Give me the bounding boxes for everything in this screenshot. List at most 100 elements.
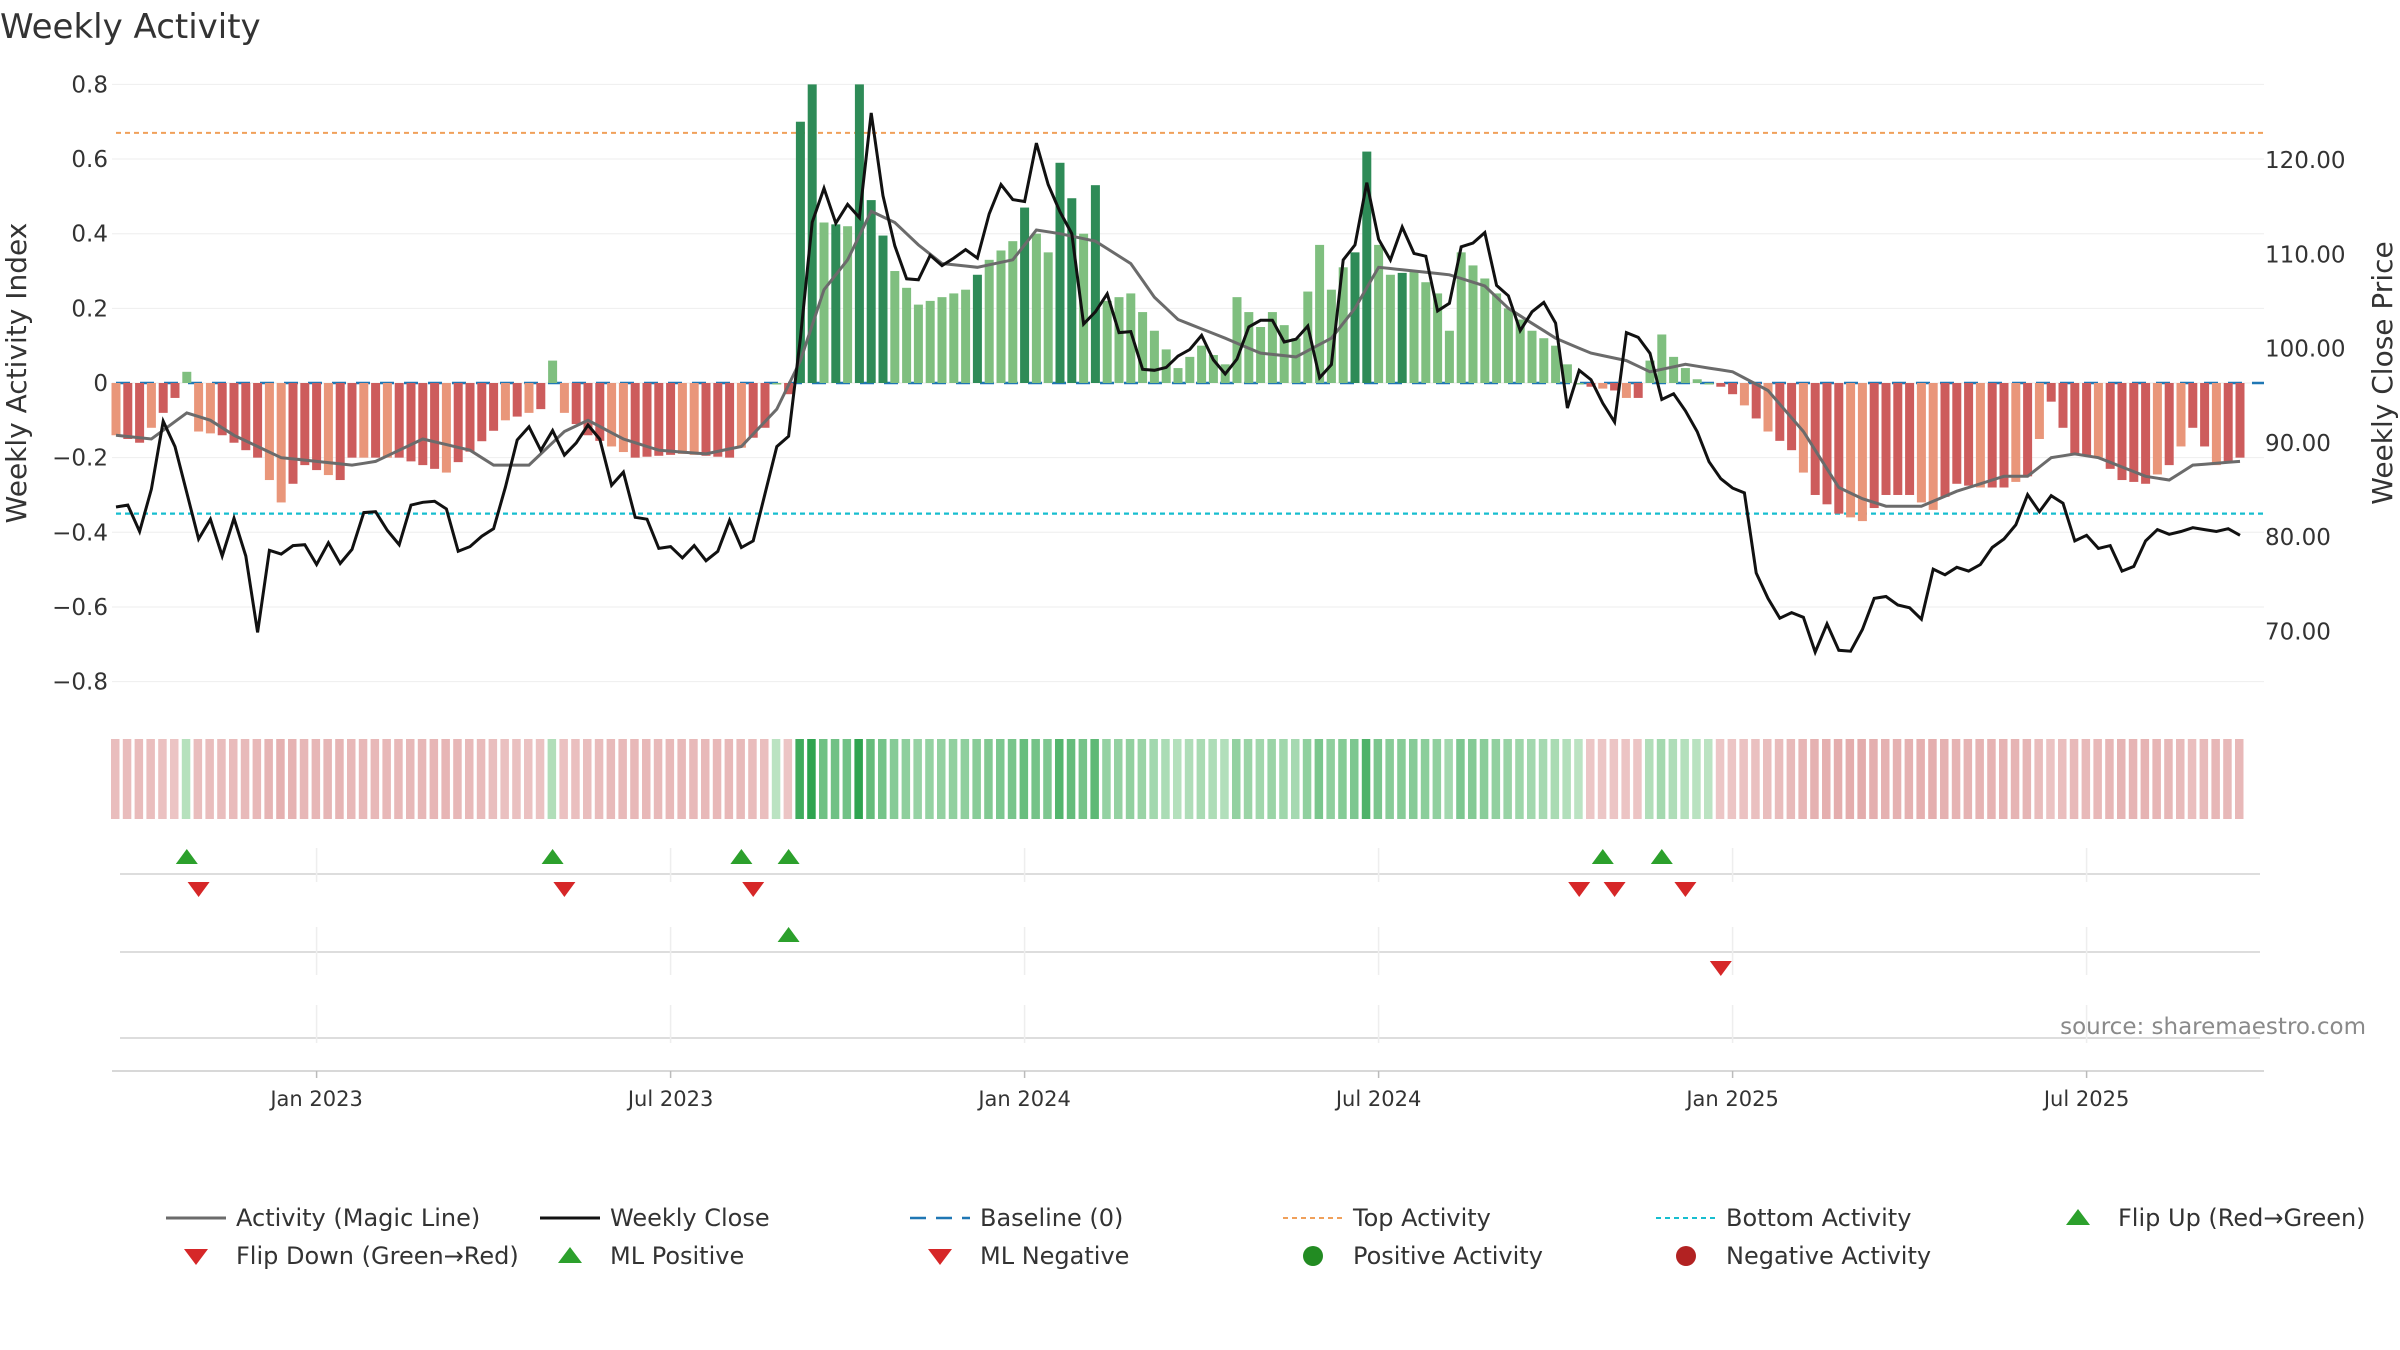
heat-cell (1987, 739, 1996, 819)
activity-bar (2223, 383, 2233, 462)
activity-bar (996, 250, 1006, 383)
activity-bar (300, 383, 310, 466)
activity-bar (465, 383, 475, 452)
heat-cell (1798, 739, 1807, 819)
magic-line (115, 209, 2241, 508)
activity-bar (312, 383, 322, 471)
activity-bar (2023, 383, 2033, 477)
heat-cell (937, 739, 946, 819)
ml-negative-marker (1709, 961, 1732, 976)
heat-cell (311, 739, 321, 819)
heat-cell (972, 739, 981, 819)
heat-cell (488, 739, 498, 819)
activity-bar (1421, 282, 1431, 383)
chart-legend: Activity (Magic Line) Weekly Close Baselin… (166, 1204, 2366, 1270)
heat-cell (1043, 739, 1052, 819)
heat-cell (854, 739, 863, 819)
activity-bar (760, 383, 770, 428)
heat-cell (2128, 739, 2138, 819)
activity-bar (890, 271, 900, 383)
heat-cell (1609, 739, 1619, 819)
heat-cell (2010, 739, 2020, 819)
y-tick-label: −0.6 (52, 595, 108, 621)
y-tick-label: −0.2 (52, 446, 108, 472)
heat-cell (1090, 739, 1099, 819)
activity-bar (2058, 383, 2068, 428)
activity-bar (1916, 383, 1926, 503)
heat-cell (1833, 739, 1843, 819)
heat-cell (1739, 739, 1748, 819)
heat-cell (2105, 739, 2114, 819)
heat-cell (712, 739, 722, 819)
heat-cell (1881, 739, 1890, 819)
flip-down-marker (1674, 882, 1697, 897)
activity-bar (205, 383, 215, 434)
heat-cell (771, 739, 781, 819)
activity-bar (1232, 297, 1242, 383)
activity-bar (795, 121, 805, 383)
heat-cell (618, 739, 627, 819)
heat-cell (2176, 739, 2185, 819)
activity-bar (1374, 244, 1384, 383)
activity-bar (666, 383, 676, 455)
activity-bar (146, 383, 156, 428)
heat-cell (1432, 739, 1442, 819)
activity-bar (217, 383, 227, 436)
activity-bar (2141, 383, 2151, 484)
heat-cell (347, 739, 356, 819)
activity-bar (1669, 356, 1679, 383)
activity-bar (1857, 383, 1867, 522)
heat-cell (1574, 739, 1583, 819)
heat-cell (807, 739, 816, 819)
activity-bar (1621, 383, 1631, 398)
activity-bar (736, 383, 746, 448)
heat-cell (2022, 739, 2032, 819)
activity-bar (559, 383, 569, 413)
flip-up-marker (730, 849, 753, 864)
heat-cell (1763, 739, 1772, 819)
activity-bar (1574, 383, 1584, 385)
activity-bar (2235, 383, 2245, 458)
heat-cell (406, 739, 415, 819)
heat-cell (783, 739, 793, 819)
activity-bar (1090, 185, 1100, 383)
heat-cell (1692, 739, 1701, 819)
flip-down-marker (187, 882, 210, 897)
heat-cell (878, 739, 887, 819)
activity-bar (972, 274, 982, 383)
activity-bar (194, 383, 204, 432)
signal-marker-panel (112, 848, 2264, 1072)
flip-up-marker (1591, 849, 1614, 864)
activity-bar (1031, 233, 1041, 383)
activity-bar (630, 383, 640, 458)
heat-cell (1503, 739, 1512, 819)
heat-cell (736, 739, 745, 819)
heat-cell (276, 739, 285, 819)
activity-bar (1598, 383, 1608, 389)
heat-cell (2235, 739, 2244, 819)
chart-title: Weekly Activity (0, 7, 261, 47)
legend-label: Activity (Magic Line) (236, 1204, 480, 1232)
legend-swatch (928, 1249, 952, 1265)
activity-bar (677, 383, 687, 454)
activity-bar (371, 383, 381, 458)
heat-cell (760, 739, 769, 819)
activity-bar (1256, 327, 1266, 383)
activity-bar (1468, 265, 1478, 383)
heat-cell (866, 739, 875, 819)
activity-bar (2129, 383, 2139, 482)
heat-cell (1302, 739, 1312, 819)
activity-bar (1185, 356, 1195, 383)
activity-bar (607, 383, 617, 447)
heat-cell (642, 739, 651, 819)
heat-cell (571, 739, 580, 819)
activity-bar (2070, 383, 2080, 454)
heat-cell (1220, 739, 1229, 819)
activity-bar (347, 383, 357, 458)
heat-cell (2046, 739, 2055, 819)
series-lines (115, 112, 2241, 657)
activity-bar (1397, 272, 1407, 383)
activity-bar (618, 383, 628, 453)
heat-cell (795, 739, 804, 819)
activity-bar (784, 383, 794, 395)
